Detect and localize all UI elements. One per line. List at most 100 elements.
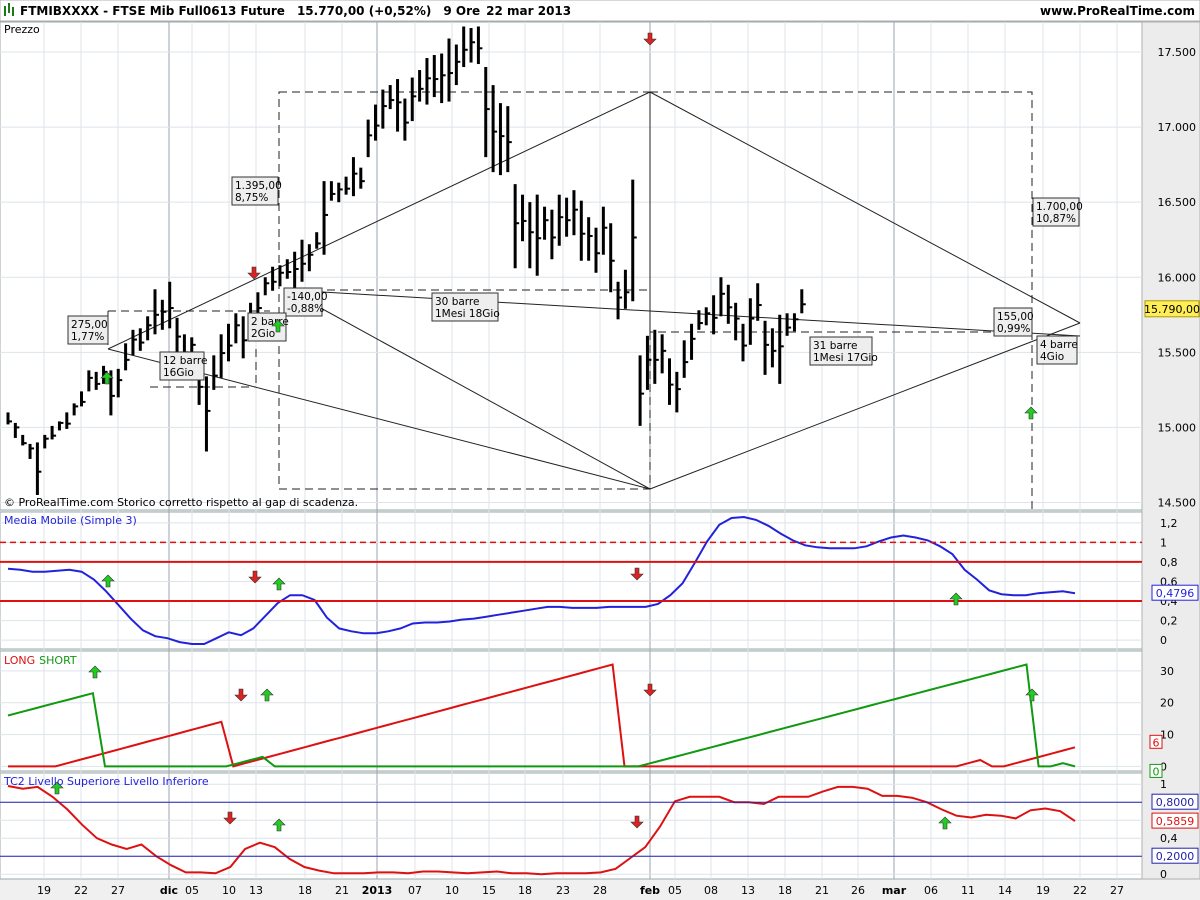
x-tick-label: 18 bbox=[778, 884, 792, 897]
annotation-text: -140,00 bbox=[287, 291, 328, 303]
last-price: 15.770,00 (+0,52%) bbox=[297, 4, 431, 18]
title-line: FTMIBXXXX - FTSE Mib Full0613 Future 15.7… bbox=[20, 4, 571, 18]
tc2-value-badge bbox=[1151, 812, 1199, 829]
x-tick-label: dic bbox=[160, 884, 178, 897]
ma-tick-label: 1 bbox=[1160, 536, 1167, 549]
last-price-badge bbox=[1144, 300, 1200, 318]
annotation-text: 1.395,00 bbox=[235, 180, 282, 192]
annotation-text: 1.700,00 bbox=[1036, 201, 1083, 213]
price-panel-title: Prezzo bbox=[4, 23, 40, 36]
longshort-tick-label: 10 bbox=[1160, 729, 1174, 742]
ma-value-badge bbox=[1151, 584, 1199, 601]
tc2-value-label: 0,8000 bbox=[1156, 796, 1195, 809]
tc2-layer bbox=[0, 785, 1142, 876]
longshort-panel[interactable] bbox=[0, 650, 1143, 772]
longshort-value-label: 6 bbox=[1153, 736, 1160, 749]
annotation-box bbox=[809, 336, 873, 366]
legend-short: SHORT bbox=[39, 654, 77, 667]
x-tick-label: 18 bbox=[518, 884, 532, 897]
price-panel[interactable] bbox=[0, 21, 1143, 511]
annotation-box bbox=[431, 292, 499, 322]
measure-box bbox=[649, 91, 1033, 333]
up-arrow-icon bbox=[271, 319, 285, 333]
x-tick-label: 11 bbox=[961, 884, 975, 897]
tc2-value-badge bbox=[1151, 793, 1199, 810]
annotation-text: 4 barre bbox=[1040, 339, 1078, 351]
x-tick-label: 07 bbox=[408, 884, 422, 897]
x-tick-label: 05 bbox=[185, 884, 199, 897]
x-tick-label: 19 bbox=[1036, 884, 1050, 897]
trend-line bbox=[107, 91, 651, 350]
site-link[interactable]: www.ProRealTime.com bbox=[1040, 4, 1195, 18]
annotation-box bbox=[159, 351, 205, 381]
tc2-series-line bbox=[7, 785, 1076, 876]
tc2-tick-label: 1 bbox=[1160, 778, 1167, 791]
x-tick-label: 27 bbox=[111, 884, 125, 897]
ma-series-line bbox=[7, 515, 1076, 645]
last-price-label: 15.790,00 bbox=[1144, 303, 1200, 316]
down-arrow-icon bbox=[630, 567, 644, 581]
grid bbox=[0, 22, 1142, 879]
x-tick-label: 2013 bbox=[362, 884, 393, 897]
up-arrow-icon bbox=[50, 781, 64, 795]
annotation-text: 1Mesi 18Gio bbox=[435, 308, 500, 320]
annotation-text: 10,87% bbox=[1036, 213, 1076, 225]
annotation-text: 275,00 bbox=[71, 319, 108, 331]
x-tick-label: 13 bbox=[741, 884, 755, 897]
ma-panel[interactable] bbox=[0, 511, 1143, 650]
x-tick-label: 15 bbox=[482, 884, 496, 897]
price-tick-label: 14.500 bbox=[1158, 496, 1197, 509]
x-tick-label: 08 bbox=[704, 884, 718, 897]
up-arrow-icon bbox=[88, 665, 102, 679]
tc2-tick-label: 0,4 bbox=[1160, 832, 1178, 845]
annotation-text: 1Mesi 17Gio bbox=[813, 352, 878, 364]
up-arrow-icon bbox=[260, 688, 274, 702]
ma-tick-label: 1,2 bbox=[1160, 517, 1178, 530]
price-tick-label: 17.000 bbox=[1158, 121, 1197, 134]
annotation-box bbox=[1036, 335, 1078, 365]
up-arrow-icon bbox=[938, 816, 952, 830]
up-arrow-icon bbox=[1024, 406, 1038, 420]
annotation-box bbox=[283, 287, 323, 317]
price-footnote: © ProRealTime.com Storico corretto rispe… bbox=[4, 496, 358, 509]
x-tick-label: feb bbox=[640, 884, 660, 897]
up-arrow-icon bbox=[949, 592, 963, 606]
longshort-series-line bbox=[8, 663, 1076, 768]
up-arrow-icon bbox=[101, 574, 115, 588]
x-tick-label: 19 bbox=[37, 884, 51, 897]
longshort-value-badge bbox=[1149, 734, 1163, 749]
up-arrow-icon bbox=[1025, 688, 1039, 702]
x-tick-label: 06 bbox=[924, 884, 938, 897]
x-tick-label: mar bbox=[882, 884, 907, 897]
trend-line bbox=[287, 289, 1081, 337]
up-arrow-icon bbox=[272, 577, 286, 591]
title-bar: FTMIBXXXX - FTSE Mib Full0613 Future 15.7… bbox=[0, 0, 1200, 22]
longshort-tick-label: 30 bbox=[1160, 665, 1174, 678]
ma-panel-title: Media Mobile (Simple 3) bbox=[4, 514, 137, 527]
x-tick-label: 27 bbox=[1110, 884, 1124, 897]
tc2-panel[interactable] bbox=[0, 772, 1143, 880]
x-tick-label: 26 bbox=[851, 884, 865, 897]
annotation-box bbox=[1032, 197, 1080, 227]
ma-layer bbox=[0, 515, 1142, 645]
longshort-value-label: 0 bbox=[1153, 765, 1160, 778]
ma-tick-label: 0 bbox=[1160, 634, 1167, 647]
x-tick-label: 10 bbox=[445, 884, 459, 897]
longshort-tick-label: 0 bbox=[1160, 760, 1167, 773]
up-arrow-icon bbox=[100, 371, 114, 385]
longshort-layer bbox=[7, 663, 1076, 768]
ma-tick-label: 0,2 bbox=[1160, 615, 1178, 628]
x-tick-label: 18 bbox=[298, 884, 312, 897]
down-arrow-icon bbox=[630, 815, 644, 829]
annotation-text: 155,00 bbox=[997, 311, 1034, 323]
down-arrow-icon bbox=[248, 570, 262, 584]
price-tick-label: 15.000 bbox=[1158, 421, 1197, 434]
annotation-text: 1,77% bbox=[71, 331, 104, 343]
price-scale[interactable] bbox=[1141, 21, 1200, 880]
annotation-text: 31 barre bbox=[813, 340, 857, 352]
annotation-text: 8,75% bbox=[235, 192, 268, 204]
annotation-text: 2Gio bbox=[251, 328, 275, 340]
annotation-text: 4Gio bbox=[1040, 351, 1064, 363]
